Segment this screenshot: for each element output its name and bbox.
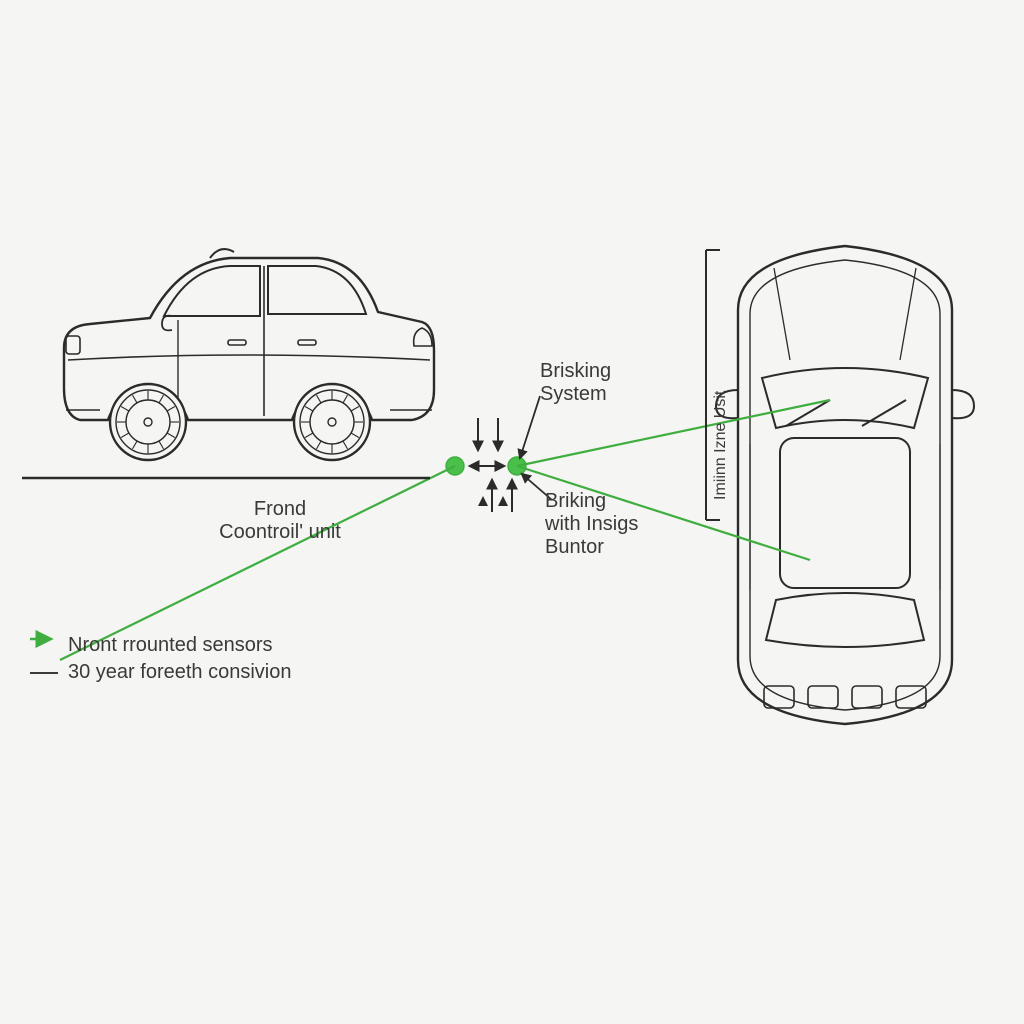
legend: Nront rrounted sensors 30 year foreeth c… xyxy=(30,630,291,688)
label-side: Imiinn Izne Usit xyxy=(712,391,730,500)
legend-arrow-icon xyxy=(30,637,58,655)
diagram-svg xyxy=(0,0,1024,1024)
misc-layer xyxy=(22,250,720,520)
label-briking: Briking with Insigs Buntor xyxy=(545,490,638,559)
legend-row-sensors: Nront rrounted sensors xyxy=(30,634,291,657)
label-frond: Frond Coontroil' unit xyxy=(190,498,370,544)
arrow-layer xyxy=(470,396,552,512)
legend-text-2: 30 year foreeth consivion xyxy=(68,661,291,684)
label-brisking: Brisking System xyxy=(540,360,611,406)
legend-dash-icon xyxy=(30,672,58,674)
legend-text-1: Nront rrounted sensors xyxy=(68,634,273,657)
diagram-stage: { "canvas":{"w":1024,"h":1024,"bg":"#f5f… xyxy=(0,0,1024,1024)
legend-row-dash: 30 year foreeth consivion xyxy=(30,661,291,684)
